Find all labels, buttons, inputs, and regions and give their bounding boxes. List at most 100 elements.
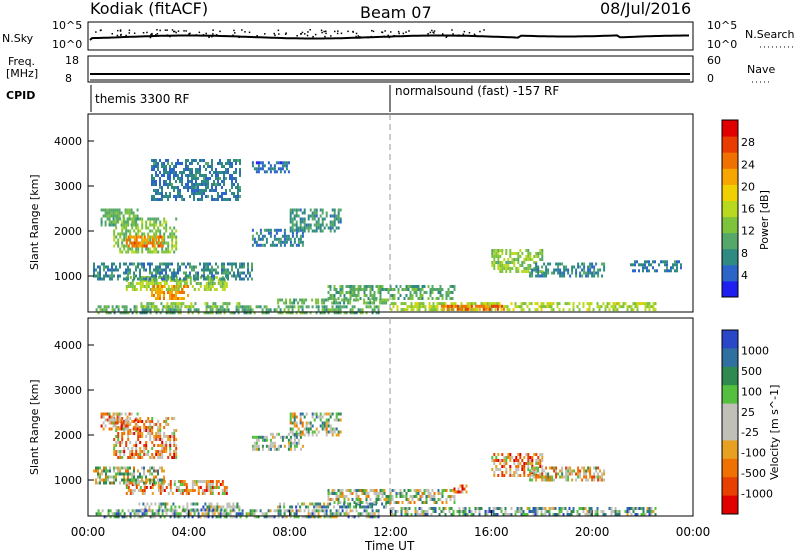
heatmap-cell — [191, 159, 193, 162]
heatmap-cell — [151, 159, 153, 162]
heatmap-cell — [221, 186, 223, 189]
heatmap-cell — [504, 510, 507, 513]
heatmap-cell — [161, 288, 163, 291]
heatmap-cell — [327, 489, 330, 492]
heatmap-cell — [387, 498, 390, 501]
heatmap-cell — [103, 277, 105, 281]
heatmap-cell — [129, 232, 132, 236]
x-tick-label: 04:00 — [172, 525, 207, 539]
heatmap-cell — [126, 211, 129, 215]
heatmap-cell — [273, 237, 276, 241]
heatmap-cell — [379, 498, 382, 501]
heatmap-cell — [189, 262, 191, 266]
heatmap-cell — [297, 515, 300, 519]
heatmap-cell — [191, 486, 194, 489]
heatmap-cell — [122, 427, 125, 431]
heatmap-cell — [379, 489, 382, 492]
heatmap-cell — [303, 427, 306, 431]
heatmap-cell — [181, 489, 184, 492]
heatmap-cell — [490, 308, 493, 312]
heatmap-cell — [95, 478, 97, 482]
heatmap-cell — [131, 235, 134, 239]
heatmap-cell — [307, 214, 310, 218]
heatmap-cell — [101, 478, 103, 482]
heatmap-cell — [205, 265, 207, 269]
heatmap-cell — [583, 472, 586, 476]
heatmap-cell — [173, 308, 176, 312]
heatmap-cell — [123, 466, 125, 470]
heatmap-cell — [219, 183, 221, 186]
heatmap-cell — [369, 305, 372, 309]
heatmap-cell — [209, 279, 212, 282]
heatmap-cell — [179, 180, 181, 183]
y-tick-label: 2000 — [54, 225, 82, 238]
heatmap-cell — [237, 186, 239, 189]
heatmap-cell — [199, 183, 201, 186]
heatmap-cell — [108, 211, 111, 215]
heatmap-cell — [189, 180, 191, 183]
heatmap-cell — [119, 235, 122, 239]
heatmap-cell — [327, 285, 330, 288]
heatmap-cell — [529, 469, 532, 473]
heatmap-cell — [149, 509, 152, 513]
heatmap-cell — [167, 177, 169, 180]
heatmap-cell — [115, 509, 118, 513]
heatmap-cell — [185, 492, 188, 495]
heatmap-cell — [205, 268, 207, 272]
heatmap-cell — [149, 229, 152, 233]
heatmap-cell — [552, 308, 555, 312]
heatmap-cell — [331, 214, 334, 218]
heatmap-cell — [335, 214, 338, 218]
heatmap-cell — [329, 214, 332, 218]
heatmap-cell — [478, 510, 481, 513]
heatmap-cell — [157, 285, 159, 288]
heatmap-cell — [179, 512, 182, 516]
heatmap-cell — [533, 466, 536, 470]
heatmap-cell — [177, 268, 179, 272]
heatmap-cell — [119, 444, 122, 447]
heatmap-cell — [175, 274, 177, 278]
heatmap-cell — [331, 220, 334, 224]
heatmap-cell — [197, 186, 199, 189]
heatmap-cell — [175, 444, 178, 447]
heatmap-cell — [295, 298, 298, 302]
heatmap-cell — [197, 183, 199, 186]
heatmap-cell — [289, 421, 292, 425]
heatmap-cell — [341, 509, 344, 513]
heatmap-cell — [458, 307, 461, 311]
heatmap-cell — [165, 183, 167, 186]
heatmap-cell — [315, 427, 318, 431]
heatmap-cell — [597, 478, 600, 482]
heatmap-cell — [578, 308, 581, 312]
heatmap-cell — [598, 305, 601, 309]
heatmap-cell — [480, 507, 483, 510]
nave-tick-top: 60 — [707, 54, 721, 67]
heatmap-cell — [195, 180, 197, 183]
heatmap-cell — [648, 507, 651, 510]
heatmap-cell — [111, 308, 114, 312]
heatmap-cell — [464, 507, 467, 510]
heatmap-cell — [225, 177, 227, 180]
heatmap-cell — [503, 258, 506, 261]
heatmap-cell — [527, 459, 530, 462]
heatmap-cell — [128, 208, 131, 212]
heatmap-cell — [541, 456, 544, 459]
heatmap-cell — [175, 217, 178, 221]
noise-point — [156, 33, 159, 35]
heatmap-cell — [159, 285, 161, 288]
freq-tick-bottom: 8 — [65, 72, 72, 85]
heatmap-cell — [213, 189, 215, 192]
heatmap-cell — [291, 412, 294, 416]
colorbar-swatch — [722, 366, 738, 386]
heatmap-cell — [510, 507, 513, 510]
heatmap-cell — [176, 302, 179, 306]
heatmap-cell — [379, 301, 382, 305]
heatmap-cell — [137, 456, 140, 459]
heatmap-cell — [129, 481, 131, 485]
heatmap-cell — [205, 486, 208, 489]
heatmap-cell — [141, 456, 144, 459]
heatmap-cell — [577, 469, 580, 473]
heatmap-cell — [491, 261, 494, 264]
heatmap-cell — [235, 277, 237, 281]
heatmap-cell — [153, 162, 155, 165]
